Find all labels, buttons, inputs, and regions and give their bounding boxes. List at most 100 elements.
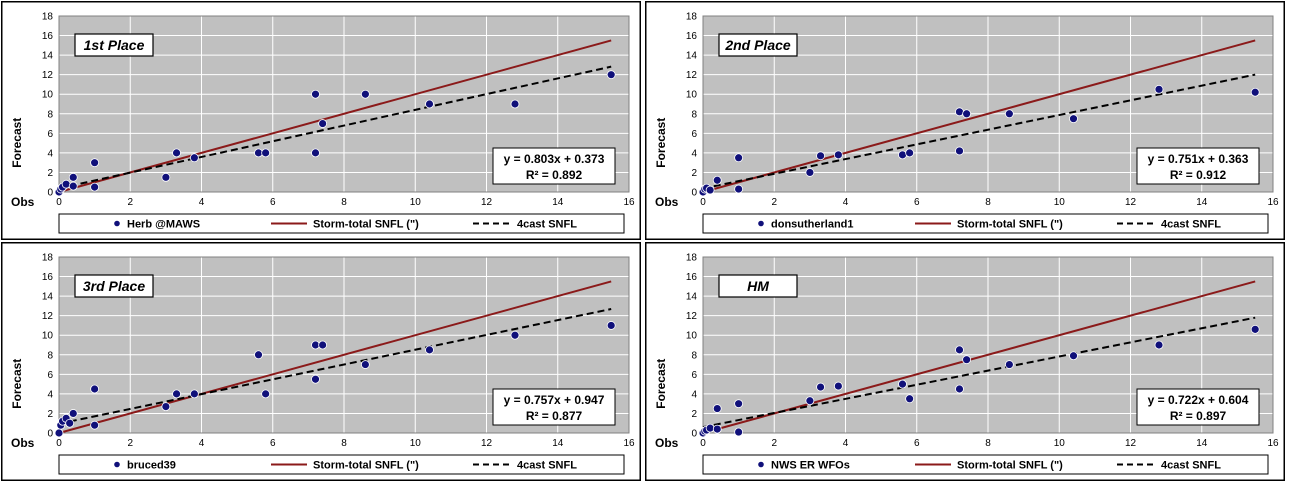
y-tick-label: 16 xyxy=(686,31,698,42)
x-tick-label: 14 xyxy=(552,438,564,449)
x-tick-label: 6 xyxy=(914,197,920,208)
legend-marker-points xyxy=(114,220,120,227)
chart-svg: 0 2 4 6 8 10 12 14 16 0 2 4 6 8 10 12 14 16 18 Forecast Obs 3… xyxy=(1,242,641,481)
x-tick-label: 4 xyxy=(199,438,205,449)
chart-panel-2nd-place: 0 2 4 6 8 10 12 14 16 0 2 4 6 8 10 12 14 16 18 Forecast Obs 2… xyxy=(645,1,1285,240)
data-point xyxy=(65,418,75,428)
x-tick-label: 12 xyxy=(1125,438,1137,449)
legend-label-points: Herb @MAWS xyxy=(127,219,200,231)
y-tick-label: 14 xyxy=(686,292,698,303)
plot-border xyxy=(702,15,1274,193)
data-point xyxy=(510,99,520,109)
y-tick-label: 2 xyxy=(47,409,53,420)
y-tick-label: 4 xyxy=(691,389,697,400)
data-point xyxy=(261,389,271,399)
regression-equation: y = 0.751x + 0.363 xyxy=(1148,152,1249,166)
y-tick-label: 14 xyxy=(686,51,698,62)
x-tick-label: 2 xyxy=(127,438,133,449)
x-tick-label: 8 xyxy=(985,438,991,449)
plot-border xyxy=(702,256,1274,434)
chart-svg: 0 2 4 6 8 10 12 14 16 0 2 4 6 8 10 12 14 16 18 Forecast Obs 1… xyxy=(1,1,641,240)
data-point xyxy=(606,70,616,80)
y-tick-label: 16 xyxy=(686,272,698,283)
regression-equation: y = 0.803x + 0.373 xyxy=(504,152,605,166)
y-tick-label: 8 xyxy=(47,350,53,361)
y-tick-label: 0 xyxy=(47,188,53,199)
data-point xyxy=(712,175,722,185)
y-tick-label: 18 xyxy=(686,12,698,23)
legend-label-reference: Storm-total SNFL (") xyxy=(313,460,419,472)
x-tick-label: 6 xyxy=(270,197,276,208)
regression-equation: y = 0.722x + 0.604 xyxy=(1148,393,1249,407)
y-tick-label: 6 xyxy=(691,370,697,381)
chart-title: 1st Place xyxy=(84,37,145,53)
r-squared: R² = 0.897 xyxy=(1170,409,1227,423)
regression-equation: y = 0.757x + 0.947 xyxy=(504,393,605,407)
chart-title: 2nd Place xyxy=(724,37,791,53)
legend-label-reference: Storm-total SNFL (") xyxy=(957,460,1063,472)
data-point xyxy=(261,148,271,158)
data-point xyxy=(318,340,328,350)
data-point xyxy=(1250,87,1260,97)
y-tick-label: 12 xyxy=(42,70,54,81)
data-point xyxy=(606,321,616,330)
y-tick-label: 14 xyxy=(42,51,54,62)
y-tick-label: 4 xyxy=(691,148,697,159)
x-tick-label: 0 xyxy=(700,438,706,449)
r-squared: R² = 0.892 xyxy=(526,168,583,182)
y-tick-label: 14 xyxy=(42,292,54,303)
data-point xyxy=(161,172,171,182)
r-squared: R² = 0.877 xyxy=(526,409,583,423)
reference-line xyxy=(702,39,1256,193)
x-tick-label: 10 xyxy=(410,438,422,449)
legend-marker-points xyxy=(114,461,120,468)
data-point xyxy=(311,374,320,384)
data-point xyxy=(962,109,972,119)
data-point xyxy=(816,382,825,392)
y-tick-label: 2 xyxy=(47,168,53,179)
data-point xyxy=(955,384,964,394)
legend-label-regression: 4cast SNFL xyxy=(517,219,577,231)
data-point xyxy=(705,185,715,195)
y-tick-label: 12 xyxy=(686,311,698,322)
legend-marker-points xyxy=(758,461,764,468)
y-tick-label: 8 xyxy=(691,109,697,120)
data-point xyxy=(1154,340,1164,350)
data-point xyxy=(61,179,71,189)
y-tick-label: 16 xyxy=(42,31,54,42)
y-tick-label: 4 xyxy=(47,389,53,400)
y-tick-label: 10 xyxy=(686,90,698,101)
data-point xyxy=(734,153,744,163)
data-point xyxy=(705,423,715,433)
x-tick-label: 16 xyxy=(1267,438,1279,449)
legend-marker-points xyxy=(758,220,764,227)
y-axis-label: Forecast xyxy=(654,359,668,409)
legend-label-reference: Storm-total SNFL (") xyxy=(957,219,1063,231)
r-squared: R² = 0.912 xyxy=(1170,168,1227,182)
x-tick-label: 14 xyxy=(1196,438,1208,449)
x-tick-label: 4 xyxy=(843,438,849,449)
data-point xyxy=(734,184,744,194)
regression-line xyxy=(58,65,612,190)
data-point xyxy=(311,89,320,99)
x-tick-label: 8 xyxy=(985,197,991,208)
y-tick-label: 8 xyxy=(47,109,53,120)
plot-border xyxy=(58,256,630,434)
x-tick-label: 10 xyxy=(1054,197,1066,208)
title-box xyxy=(718,274,798,298)
data-point xyxy=(955,345,964,355)
regression-line xyxy=(702,73,1256,190)
y-tick-label: 2 xyxy=(691,409,697,420)
chart-title: 3rd Place xyxy=(83,278,145,294)
data-point xyxy=(816,151,825,161)
y-tick-label: 0 xyxy=(47,429,53,440)
regression-line xyxy=(702,316,1256,429)
x-tick-label: 8 xyxy=(341,197,347,208)
data-point xyxy=(898,379,907,389)
data-point xyxy=(90,420,100,430)
data-point xyxy=(172,389,181,399)
legend-box xyxy=(58,454,625,475)
equation-box xyxy=(1136,147,1260,185)
y-tick-label: 6 xyxy=(47,370,53,381)
data-point xyxy=(90,158,100,168)
